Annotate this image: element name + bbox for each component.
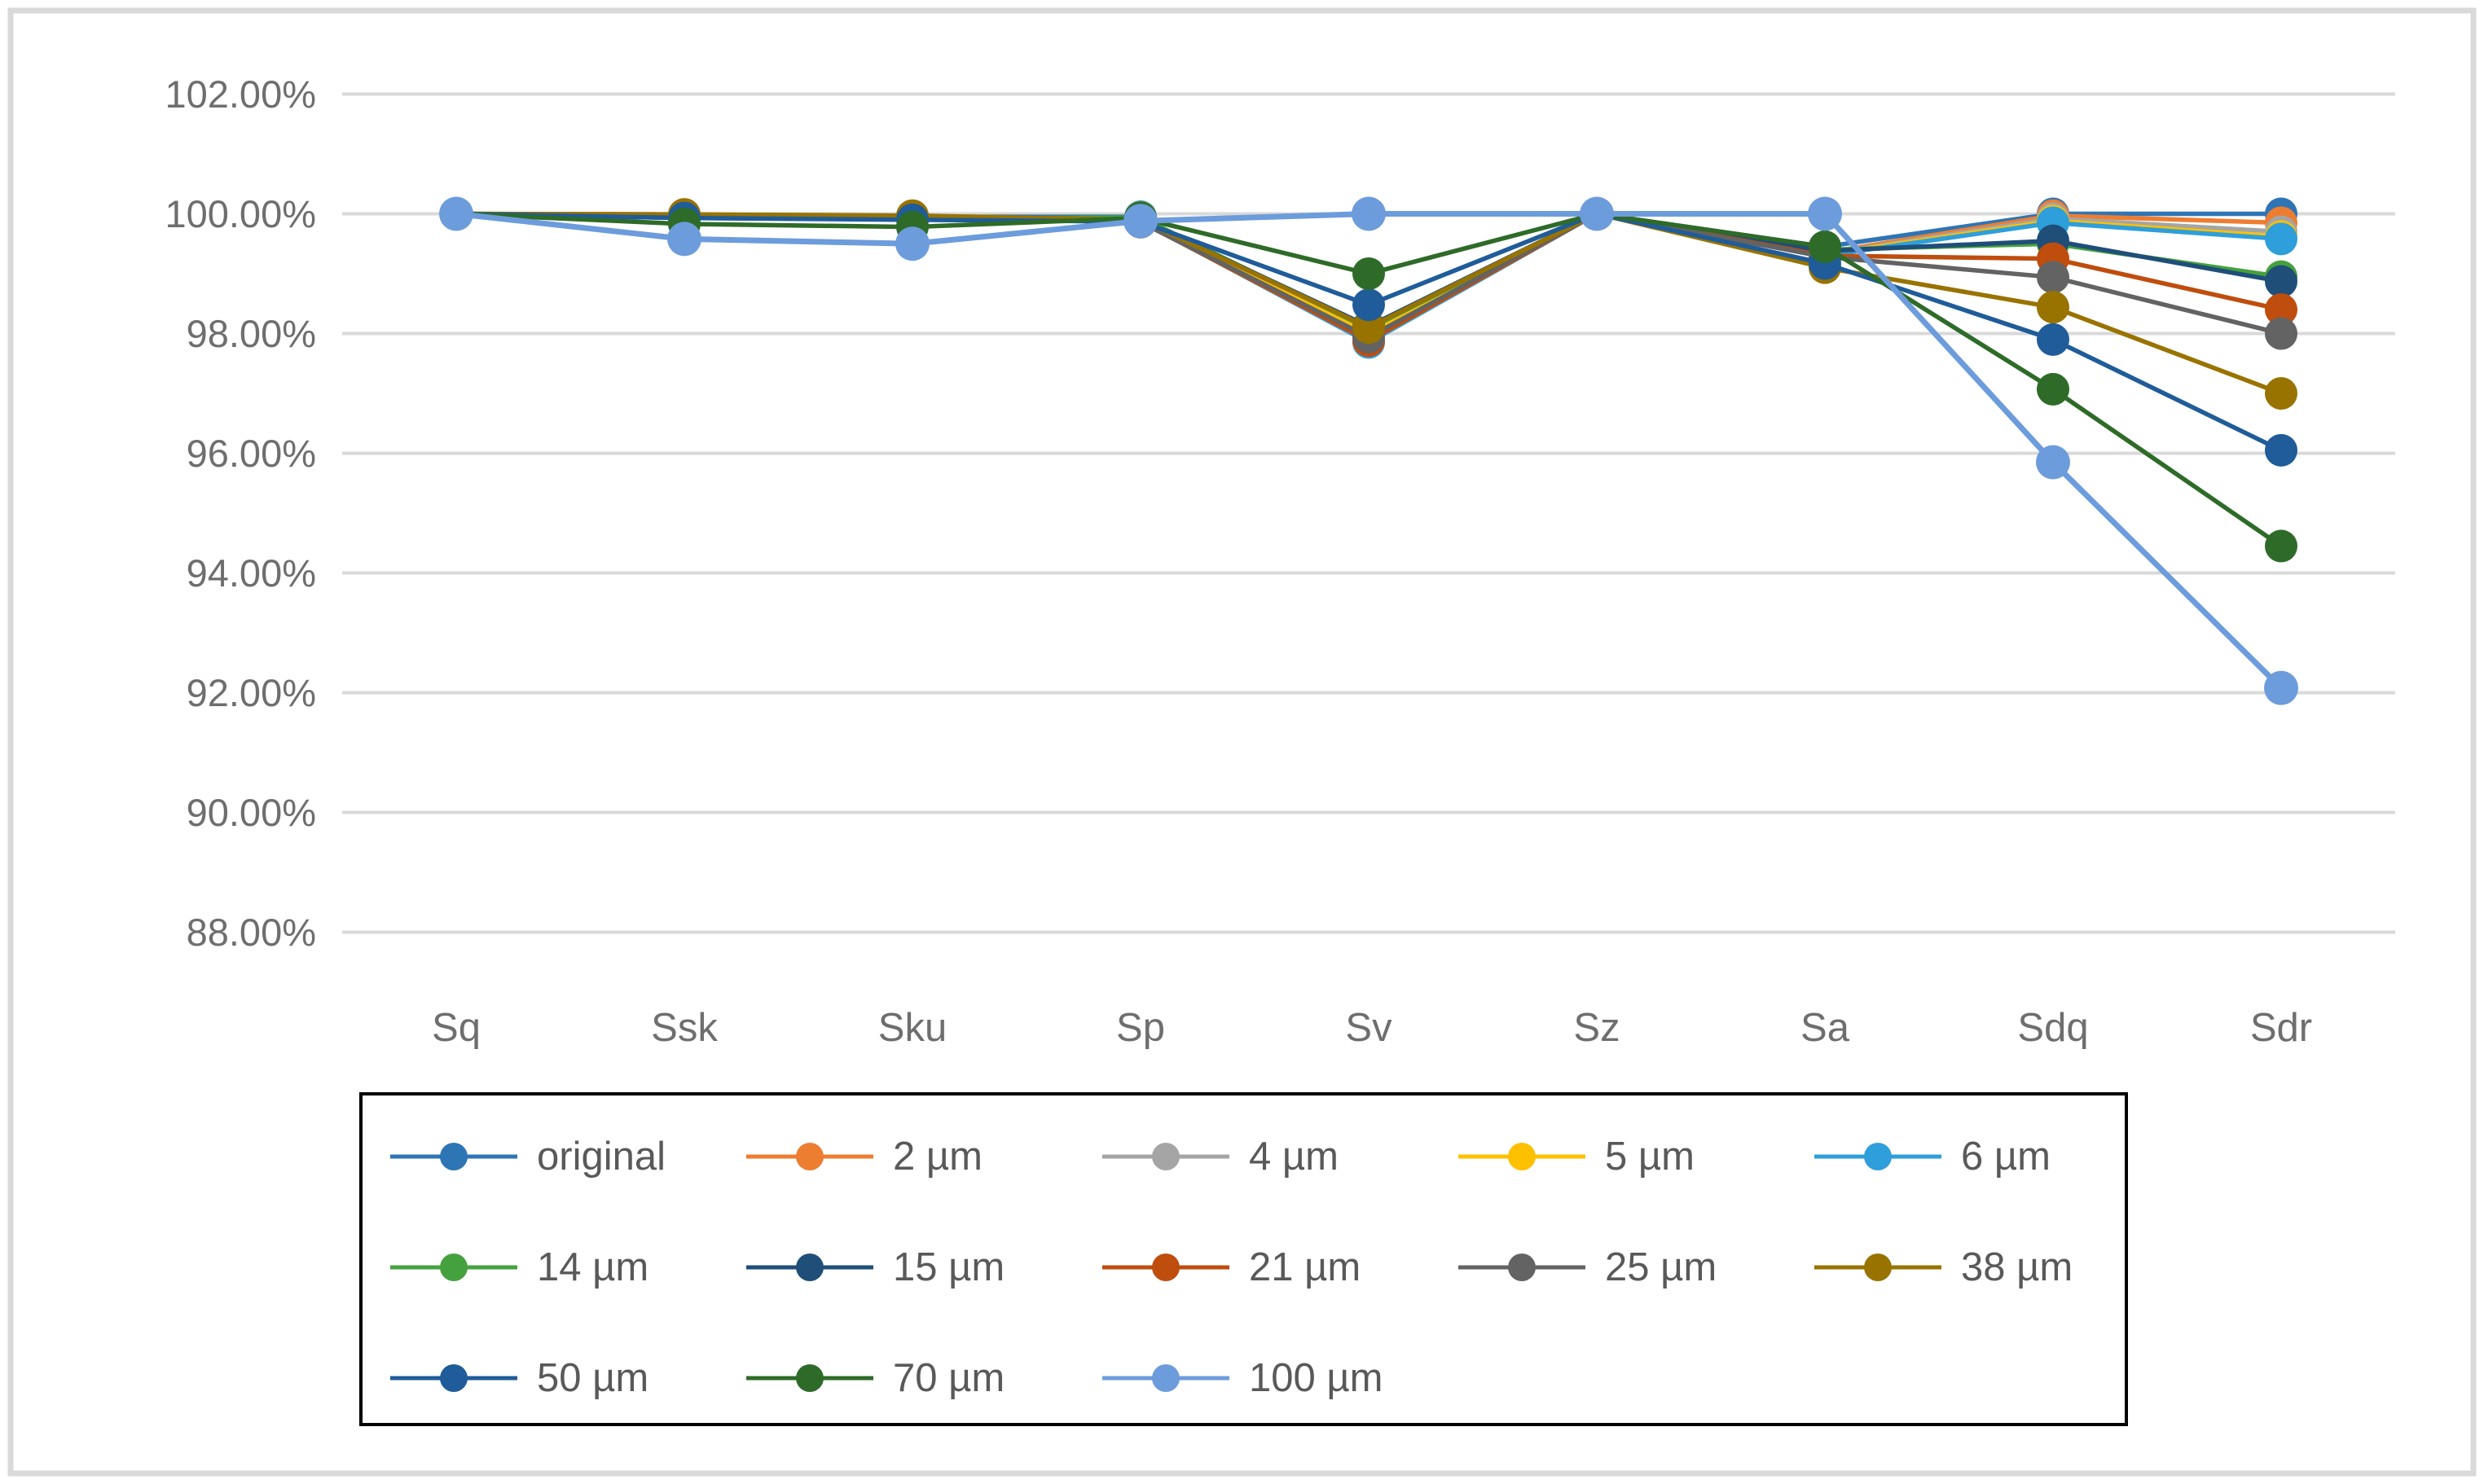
- x-axis-category-label: Sku: [878, 1006, 947, 1050]
- legend-label: 4 µm: [1249, 1135, 1339, 1179]
- legend-item-50-µm: 50 µm: [390, 1356, 648, 1400]
- data-point-marker: [1809, 230, 1841, 263]
- legend-marker-icon: [796, 1143, 824, 1170]
- data-point-marker: [2265, 433, 2297, 467]
- legend-label: 50 µm: [537, 1356, 648, 1400]
- legend-item-4-µm: 4 µm: [1102, 1135, 1339, 1179]
- data-point-marker: [2265, 222, 2297, 256]
- x-axis-category-label: Sa: [1800, 1006, 1850, 1050]
- legend-marker-icon: [1508, 1143, 1536, 1170]
- y-axis-tick-label: 98.00%: [187, 312, 316, 355]
- y-axis-tick-labels: 102.00% 100.00% 98.00% 96.00% 94.00% 92.00% 90…: [165, 72, 316, 954]
- x-axis-category-label: Sdq: [2017, 1006, 2088, 1050]
- legend-box: [359, 1092, 2128, 1426]
- legend-label: 2 µm: [893, 1135, 983, 1179]
- legend-label: 70 µm: [893, 1356, 1005, 1400]
- x-axis-category-label: Sz: [1573, 1006, 1620, 1050]
- legend-marker-icon: [440, 1253, 468, 1281]
- legend-marker-icon: [796, 1364, 824, 1392]
- data-point-marker: [2037, 372, 2069, 406]
- legend-item-25-µm: 25 µm: [1458, 1245, 1717, 1289]
- legend-label: 15 µm: [893, 1245, 1005, 1289]
- figure-border: [7, 7, 2477, 1477]
- legend-label: 25 µm: [1605, 1245, 1717, 1289]
- data-point-marker: [1352, 257, 1385, 290]
- legend-item-70-µm: 70 µm: [746, 1356, 1005, 1400]
- data-point-marker: [2037, 291, 2069, 324]
- data-point-marker: [895, 226, 930, 261]
- y-axis-tick-label: 88.00%: [187, 911, 316, 954]
- legend-label: 21 µm: [1249, 1245, 1361, 1289]
- data-point-marker: [1352, 311, 1385, 345]
- data-point-marker: [2037, 323, 2069, 356]
- legend-marker-icon: [1508, 1253, 1536, 1281]
- data-point-marker: [1352, 288, 1385, 322]
- legend-marker-icon: [796, 1253, 824, 1281]
- y-axis-tick-label: 94.00%: [187, 551, 316, 595]
- data-point-marker: [1123, 204, 1158, 239]
- data-point-marker: [1580, 196, 1614, 231]
- legend-label: 6 µm: [1961, 1135, 2051, 1179]
- data-point-marker: [2265, 317, 2297, 350]
- x-axis-category-label: Sv: [1345, 1006, 1392, 1050]
- data-point-marker: [2265, 265, 2297, 298]
- data-point-marker: [2265, 377, 2297, 410]
- legend-item-14-µm: 14 µm: [390, 1245, 648, 1289]
- data-point-marker: [2037, 261, 2069, 294]
- legend-item-original: original: [390, 1135, 666, 1179]
- legend-marker-icon: [1152, 1143, 1180, 1170]
- legend-item-100-µm: 100 µm: [1102, 1356, 1383, 1400]
- legend-marker-icon: [1152, 1253, 1180, 1281]
- data-point-marker: [667, 222, 701, 257]
- x-axis-category-label: Sp: [1116, 1006, 1165, 1050]
- y-axis-tick-label: 90.00%: [187, 791, 316, 834]
- legend-marker-icon: [440, 1143, 468, 1170]
- y-axis-tick-label: 96.00%: [187, 432, 316, 475]
- legend-label: 100 µm: [1249, 1356, 1383, 1400]
- legend-marker-icon: [440, 1364, 468, 1392]
- legend-label: original: [537, 1135, 666, 1179]
- data-point-marker: [1808, 196, 1842, 231]
- legend-item-2-µm: 2 µm: [746, 1135, 983, 1179]
- y-axis-tick-label: 100.00%: [165, 192, 316, 235]
- y-axis-tick-label: 102.00%: [165, 72, 316, 116]
- x-axis-category-label: Sq: [432, 1006, 481, 1050]
- legend: original 2 µm 4 µm 5 µm 6 µm 14 µm 15 µm 21 µm 2…: [359, 1092, 2128, 1426]
- data-point-marker: [1352, 196, 1386, 231]
- legend-item-21-µm: 21 µm: [1102, 1245, 1361, 1289]
- legend-marker-icon: [1864, 1143, 1892, 1170]
- legend-marker-icon: [1152, 1364, 1180, 1392]
- x-axis-category-label: Sdr: [2250, 1006, 2312, 1050]
- legend-label: 14 µm: [537, 1245, 648, 1289]
- legend-marker-icon: [1864, 1253, 1892, 1281]
- x-axis-category-label: Ssk: [651, 1006, 718, 1050]
- y-axis-tick-label: 92.00%: [187, 671, 316, 714]
- data-point-marker: [2265, 293, 2297, 327]
- legend-label: 5 µm: [1605, 1135, 1695, 1179]
- x-axis-category-labels: Sq Ssk Sku Sp Sv Sz Sa Sdq Sdr: [432, 1006, 2312, 1050]
- series-70-µm: [440, 197, 2297, 563]
- data-point-marker: [439, 196, 473, 231]
- legend-item-6-µm: 6 µm: [1814, 1135, 2051, 1179]
- legend-label: 38 µm: [1961, 1245, 2073, 1289]
- data-point-marker: [2265, 529, 2297, 563]
- legend-item-15-µm: 15 µm: [746, 1245, 1005, 1289]
- data-point-marker: [2036, 445, 2070, 480]
- legend-item-38-µm: 38 µm: [1814, 1245, 2073, 1289]
- legend-item-5-µm: 5 µm: [1458, 1135, 1695, 1179]
- series-100-µm: [439, 196, 2298, 705]
- data-point-marker: [2264, 670, 2298, 705]
